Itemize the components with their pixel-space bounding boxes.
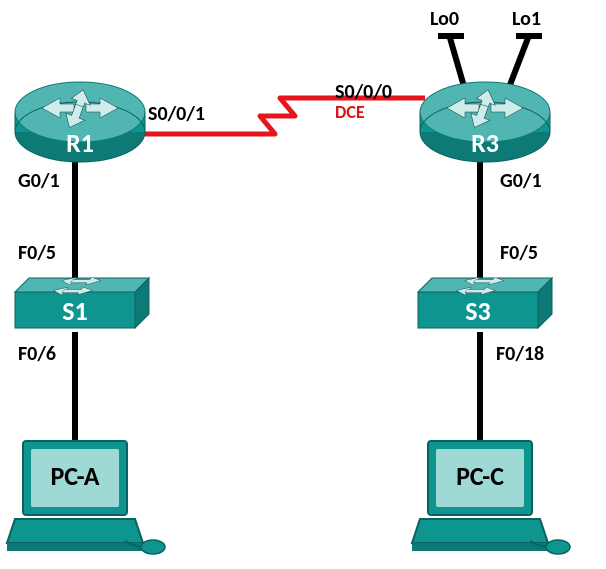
label-s3-f018: F0/18 <box>496 342 544 366</box>
label-r1-f05: F0/5 <box>18 241 56 265</box>
pc-c: PC-C <box>412 441 570 554</box>
router-r1: R1 <box>15 82 145 162</box>
label-r3-g01: G0/1 <box>500 169 542 193</box>
label-r3-f05: F0/5 <box>500 241 538 265</box>
label-r1-g01: G0/1 <box>18 169 60 193</box>
router-r3: R3 <box>420 82 550 162</box>
label-lo1: Lo1 <box>512 7 541 31</box>
pc-a: PC-A <box>7 441 165 554</box>
label-s1-f06: F0/6 <box>18 342 56 366</box>
label-lo0: Lo0 <box>430 7 459 31</box>
switch-s1-label: S1 <box>62 295 87 327</box>
switch-s3-label: S3 <box>465 295 490 327</box>
switch-s3: S3 <box>418 277 552 328</box>
router-r1-label: R1 <box>66 127 94 159</box>
pc-c-label: PC-C <box>456 460 504 492</box>
link-lo1 <box>508 38 528 90</box>
router-r3-label: R3 <box>471 127 499 159</box>
link-lo0 <box>450 38 465 90</box>
label-r1-s0001: S0/0/1 <box>148 102 205 126</box>
switch-s1: S1 <box>15 277 149 328</box>
pc-a-label: PC-A <box>50 460 99 492</box>
label-r3-dce: DCE <box>335 101 365 123</box>
